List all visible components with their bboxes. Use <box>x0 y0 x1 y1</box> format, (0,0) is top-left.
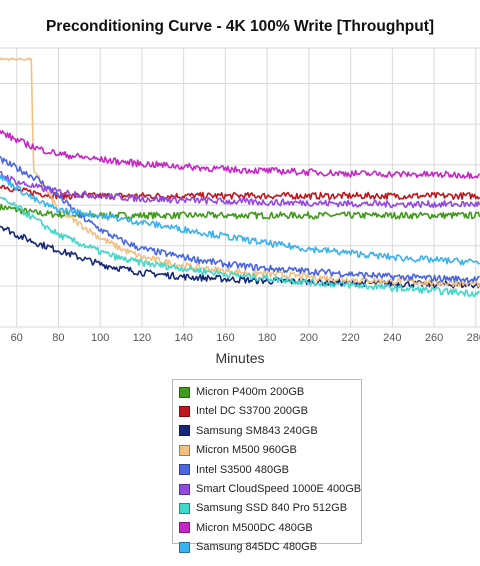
x-tick-label: 240 <box>383 332 401 344</box>
series-line <box>0 130 480 179</box>
x-tick-label: 120 <box>133 332 151 344</box>
legend: Micron P400m 200GB Intel DC S3700 200GB Sa… <box>172 379 362 553</box>
series-line <box>0 173 480 266</box>
legend-swatch <box>179 405 190 417</box>
legend-label: Samsung 845DC 480GB <box>196 541 318 554</box>
legend-item: Samsung 845DC 480GB <box>179 539 317 555</box>
x-tick-label: 60 <box>11 332 23 344</box>
x-tick-label: 100 <box>91 332 109 344</box>
legend-item: Intel S3500 480GB <box>179 462 289 478</box>
legend-label: Smart CloudSpeed 1000E 400GB <box>196 483 362 495</box>
legend-swatch <box>179 425 190 437</box>
grid <box>0 47 480 328</box>
legend-swatch <box>179 502 190 514</box>
legend-item: Micron P400m 200GB <box>179 384 304 400</box>
legend-label: Micron M500DC 480GB <box>196 521 313 534</box>
x-tick-label: 260 <box>425 332 443 344</box>
legend-label: Micron P400m 200GB <box>196 386 305 398</box>
x-tick-label: 200 <box>300 332 318 344</box>
series-line <box>0 196 480 298</box>
x-tick-label: 280 <box>467 332 480 344</box>
legend-item: Samsung SSD 840 Pro 512GB <box>179 500 347 516</box>
legend-swatch <box>179 386 190 398</box>
x-tick-label: 160 <box>216 332 234 344</box>
legend-swatch <box>179 444 190 456</box>
x-axis-label: Minutes <box>215 350 265 366</box>
series-line <box>0 155 480 284</box>
legend-swatch <box>179 541 190 553</box>
legend-item: Intel DC S3700 200GB <box>179 403 308 419</box>
x-tick-label: 140 <box>174 332 192 344</box>
legend-swatch <box>179 522 190 534</box>
legend-label: Micron M500 960GB <box>196 444 297 457</box>
legend-item: Micron M500DC 480GB <box>179 520 313 536</box>
legend-label: Intel S3500 480GB <box>196 463 289 476</box>
series-line <box>0 184 480 200</box>
legend-swatch <box>179 483 190 495</box>
legend-label: Samsung SSD 840 Pro 512GB <box>196 502 348 515</box>
legend-swatch <box>179 464 190 476</box>
series-lines <box>0 57 480 298</box>
plot-area: 60 80 100 120 140 160 180 200 220 240 260 280 <box>0 47 480 344</box>
x-tick-label: 80 <box>52 332 64 344</box>
series-line <box>0 57 480 288</box>
x-tick-label: 180 <box>258 332 276 344</box>
x-tick-label: 220 <box>341 332 359 344</box>
legend-label: Samsung SM843 240GB <box>196 424 318 437</box>
legend-item: Micron M500 960GB <box>179 442 297 458</box>
legend-item: Samsung SM843 240GB <box>179 423 318 439</box>
legend-item: Smart CloudSpeed 1000E 400GB <box>179 481 361 497</box>
chart-title: Preconditioning Curve - 4K 100% Write [T… <box>45 18 435 35</box>
x-tick-labels: 60 80 100 120 140 160 180 200 220 240 260 280 <box>11 332 480 344</box>
legend-label: Intel DC S3700 200GB <box>196 405 308 418</box>
series-line <box>0 171 480 209</box>
